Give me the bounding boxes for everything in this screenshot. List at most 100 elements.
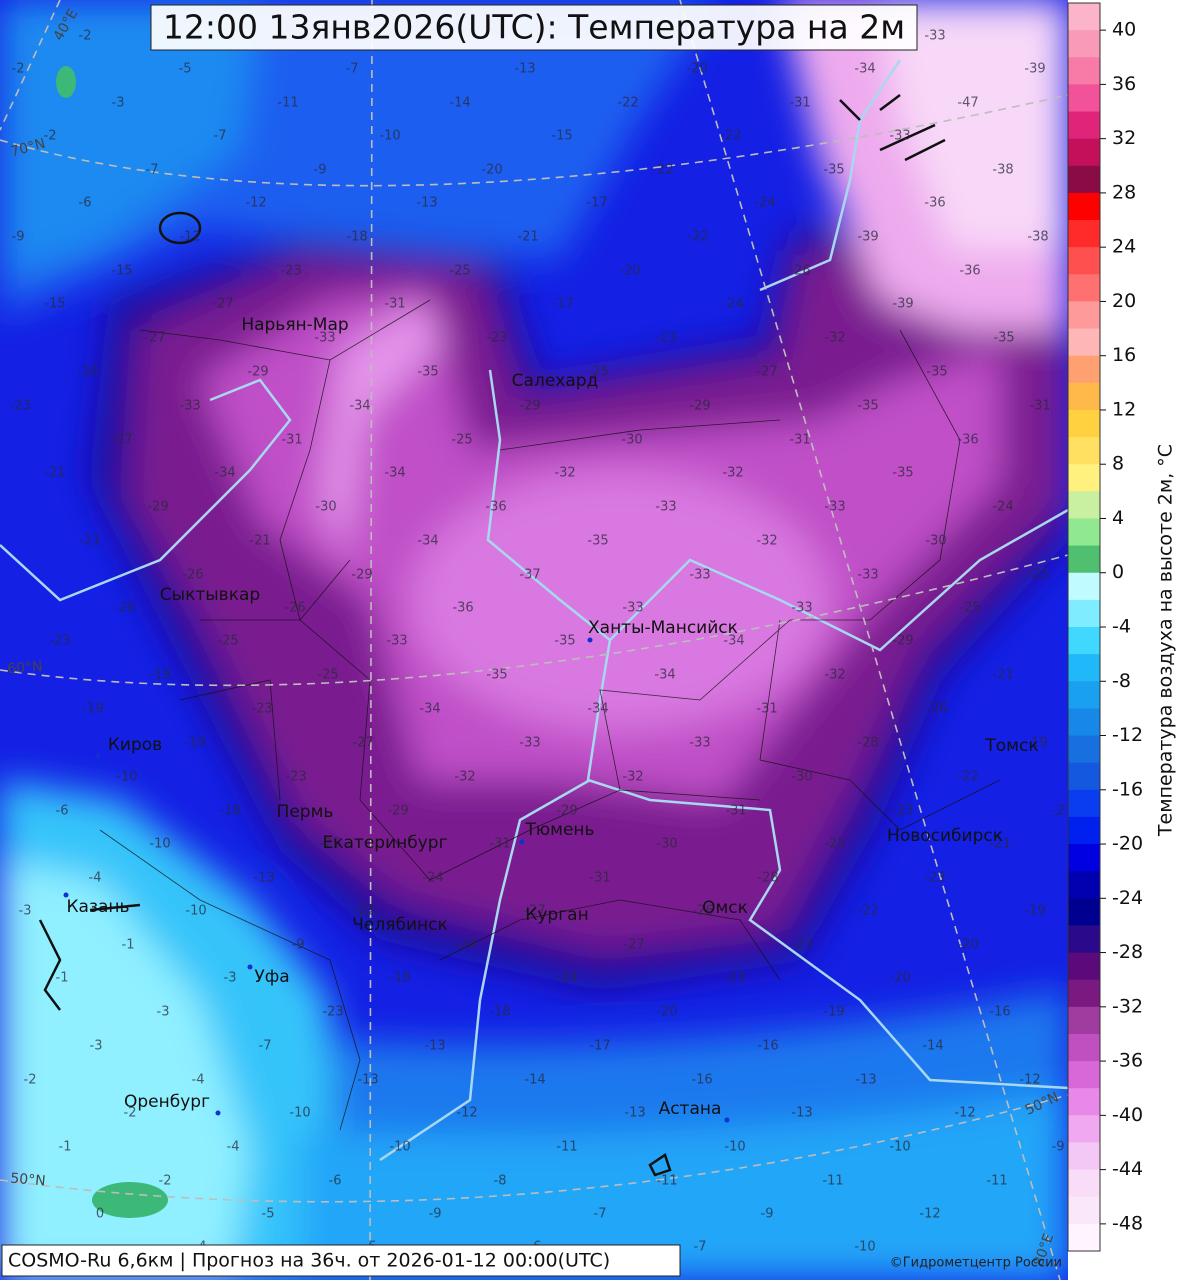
colorbar-swatch [1068, 437, 1100, 465]
temperature-label: -36 [485, 500, 506, 515]
temperature-label: 0 [96, 1207, 104, 1222]
colorbar-swatch [1068, 1142, 1100, 1171]
temperature-label: -27 [524, 904, 545, 919]
temperature-label: -10 [149, 837, 170, 852]
colorbar-swatch [1068, 654, 1100, 682]
map [0, 0, 1068, 1280]
temperature-label: -20 [619, 264, 640, 279]
temperature-label: -35 [892, 466, 913, 481]
temperature-label: -11 [986, 1174, 1007, 1189]
temperature-label: -20 [889, 971, 910, 986]
colorbar-swatch [1068, 409, 1100, 438]
temperature-label: -29 [556, 804, 577, 819]
temperature-label: -31 [789, 433, 810, 448]
temperature-label: -32 [622, 770, 643, 785]
temperature-label: -9 [761, 1207, 774, 1222]
temperature-label: -35 [417, 365, 438, 380]
colorbar-swatch [1068, 925, 1100, 954]
city-label: Пермь [277, 802, 334, 822]
temperature-label: -20 [114, 601, 135, 616]
colorbar-tick-label: 16 [1112, 344, 1136, 366]
colorbar-swatch [1068, 165, 1100, 194]
temperature-label: -12 [179, 230, 200, 245]
temperature-label: -3 [157, 1005, 170, 1020]
temperature-label: -25 [959, 601, 980, 616]
temperature-label: -13 [357, 1073, 378, 1088]
temperature-label: -23 [9, 399, 30, 414]
temperature-label: -3 [19, 904, 32, 919]
temperature-label: -15 [551, 129, 572, 144]
colorbar-tick-label: 4 [1112, 507, 1124, 529]
temperature-label: -20 [686, 62, 707, 77]
temperature-label: -2 [12, 62, 25, 77]
temperature-label: -7 [259, 1039, 272, 1054]
colorbar: 4036322824201612840-4-8-12-16-20-24-28-3… [1067, 2, 1177, 1252]
temperature-label: -25 [319, 837, 340, 852]
temperature-label: -24 [722, 297, 743, 312]
temperature-label: -31 [789, 96, 810, 111]
temperature-label: -29 [519, 399, 540, 414]
temperature-label: -33 [791, 601, 812, 616]
temperature-label: -28 [757, 871, 778, 886]
temperature-label: -9 [292, 938, 305, 953]
temperature-label: -27 [352, 736, 373, 751]
temperature-label: -22 [687, 230, 708, 245]
temperature-label: -32 [756, 534, 777, 549]
graticule-label: 60°N [7, 659, 43, 677]
temperature-label: -11 [556, 1140, 577, 1155]
temperature-label: -32 [824, 668, 845, 683]
temperature-label: -6 [79, 196, 92, 211]
temperature-label: -30 [621, 433, 642, 448]
colorbar-tick-label: 12 [1112, 398, 1136, 420]
graticule-labels: 40°E70°N60°N50°N50°N80°E [7, 6, 1062, 1268]
colorbar-swatch [1068, 464, 1100, 492]
temperature-label: -39 [857, 230, 878, 245]
colorbar-swatch [1068, 274, 1100, 302]
colorbar-swatch [1068, 545, 1100, 574]
temperature-label: -35 [993, 331, 1014, 346]
temperature-label: -7 [594, 1207, 607, 1222]
temperature-label: -13 [514, 62, 535, 77]
credit: ©Гидрометцентр России [890, 1256, 1062, 1271]
temperature-label: -2 [79, 29, 92, 44]
colorbar-tick-label: 40 [1112, 19, 1136, 41]
colorbar-swatch [1068, 1006, 1100, 1035]
temperature-label: -23 [655, 331, 676, 346]
temperature-label: -12 [954, 1106, 975, 1121]
temperature-label: -21 [992, 668, 1013, 683]
temperature-label: -21 [989, 837, 1010, 852]
temperature-label: -5 [262, 1207, 275, 1222]
temperature-label: -5 [179, 62, 192, 77]
temperature-label: -19 [149, 668, 170, 683]
temperature-label: -26 [789, 264, 810, 279]
temperature-label: -23 [285, 770, 306, 785]
city-label: Тюмень [524, 820, 594, 840]
temperature-label: -25 [449, 264, 470, 279]
colorbar-swatch [1068, 30, 1100, 58]
temperature-label: -33 [622, 601, 643, 616]
colorbar-swatch [1068, 844, 1100, 872]
colorbar-tick-label: 28 [1112, 181, 1136, 203]
temperature-label: -35 [587, 534, 608, 549]
temperature-label: -33 [689, 568, 710, 583]
temperature-label: -34 [587, 702, 608, 717]
city-labels: Нарьян-Мар Салехард Сыктывкар Ханты-Мансийс… [66, 315, 1038, 1119]
temperature-label: -24 [422, 871, 443, 886]
temperature-label: -22 [957, 770, 978, 785]
colorbar-swatch [1068, 762, 1100, 791]
temperature-label: -33 [386, 634, 407, 649]
colorbar-swatch [1068, 979, 1100, 1008]
temperature-label: -7 [346, 62, 359, 77]
temperature-label: -6 [56, 804, 69, 819]
temperature-label: -9 [1052, 1140, 1065, 1155]
temperature-label: -9 [12, 230, 25, 245]
city-label: Уфа [254, 967, 289, 987]
colorbar-tick-label: 24 [1112, 236, 1136, 258]
temperature-label: -29 [387, 804, 408, 819]
temperature-label: -2 [124, 1106, 137, 1121]
city-label: Челябинск [352, 915, 447, 935]
colorbar-swatch [1068, 1169, 1100, 1198]
temperature-label: -26 [926, 702, 947, 717]
temperature-label: -23 [486, 331, 507, 346]
city-label: Оренбург [124, 1092, 210, 1112]
